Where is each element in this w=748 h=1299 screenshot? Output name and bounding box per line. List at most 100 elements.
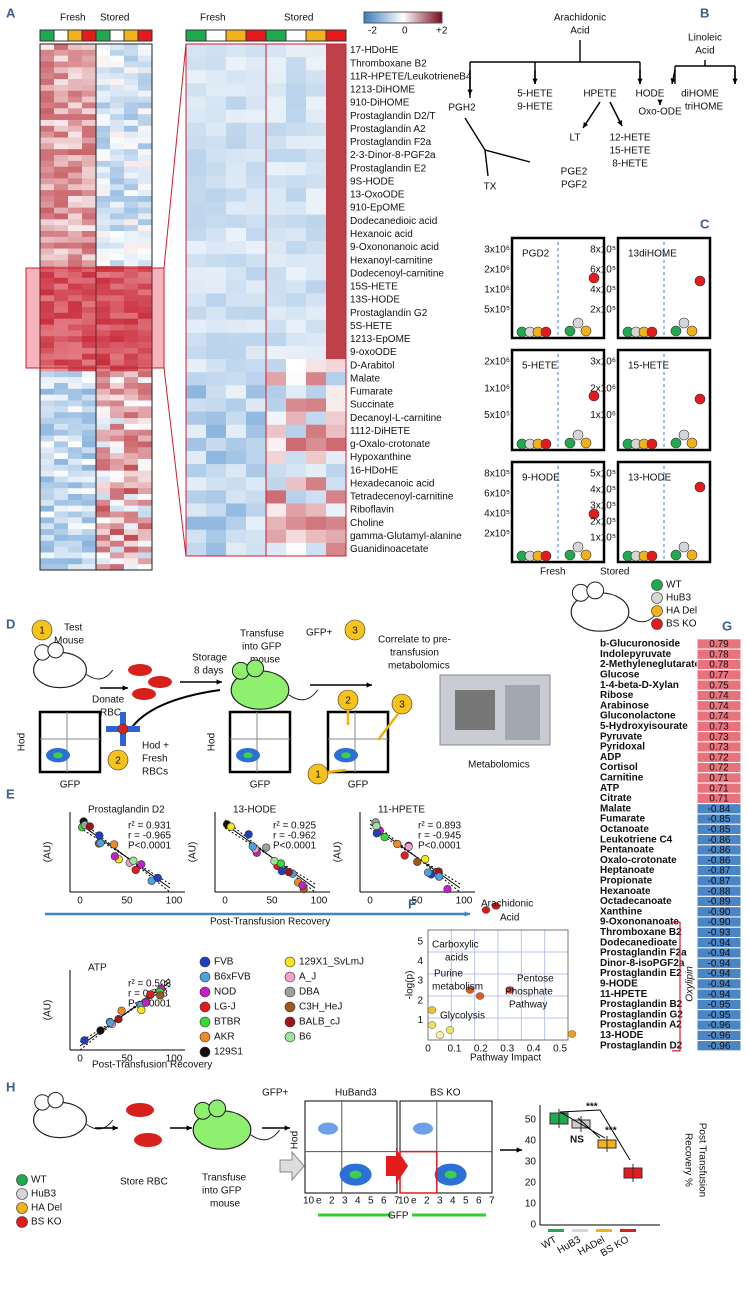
- axis-label: GFP: [250, 780, 271, 791]
- arrow-head: [112, 1125, 118, 1131]
- stat: r² = 0.508: [128, 979, 172, 990]
- heat-cell: [96, 453, 111, 460]
- heat-cell: [306, 516, 327, 531]
- plot-frame: [427, 929, 569, 1041]
- heat-cell: [96, 447, 111, 454]
- heat-cell: [82, 219, 97, 226]
- metabolite-label: Hypoxanthine: [350, 452, 412, 463]
- heat-cell: [206, 372, 227, 386]
- heat-cell: [206, 529, 227, 544]
- heat-cell: [286, 149, 307, 163]
- stat: r² = 0.925: [273, 821, 317, 832]
- heat-cell: [110, 552, 125, 559]
- heat-cell: [96, 558, 111, 565]
- axis-label: Pathway Impact: [470, 1053, 541, 1064]
- heat-cell: [68, 49, 83, 57]
- heat-cell: [138, 534, 153, 542]
- pathway-label: Arachidonic: [481, 899, 533, 910]
- heat-cell: [186, 490, 207, 504]
- heat-cell: [82, 382, 97, 390]
- heat-cell: [326, 437, 347, 452]
- heat-cell: [68, 464, 83, 472]
- heat-cell: [40, 242, 55, 250]
- heat-cell: [96, 464, 111, 472]
- row-label: Dinor-8-isoPGF2a: [600, 958, 685, 969]
- heat-cell: [68, 499, 83, 507]
- heat-cell: [54, 301, 69, 308]
- heat-cell: [186, 149, 207, 163]
- heat-cell: [206, 162, 227, 176]
- group-strip: [305, 29, 327, 42]
- heat-cell: [82, 231, 97, 238]
- heat-cell: [138, 458, 153, 466]
- heat-cell: [266, 398, 287, 413]
- legend-label: BS KO: [31, 1217, 62, 1228]
- heat-cell: [124, 388, 139, 396]
- heat-cell: [138, 61, 153, 68]
- heat-cell: [110, 160, 125, 168]
- heat-cell: [110, 564, 125, 571]
- heat-cell: [82, 365, 97, 372]
- heat-cell: [54, 324, 69, 331]
- heat-cell: [96, 108, 111, 115]
- heat-cell: [54, 90, 69, 98]
- pathway-node: Linoleic: [688, 33, 722, 44]
- heat-cell: [54, 499, 69, 507]
- heat-cell: [82, 242, 97, 250]
- panel-letter: C: [700, 216, 710, 231]
- heat-cell: [326, 464, 347, 478]
- heat-cell: [186, 254, 207, 268]
- point: [445, 1026, 455, 1034]
- metabolite-label: 13-OxoODE: [350, 190, 405, 201]
- heat-cell: [68, 219, 83, 226]
- value-label: -0.96: [708, 1020, 731, 1031]
- heat-cell: [138, 266, 153, 273]
- heat-cell: [68, 517, 83, 524]
- metabolite-label: 16-HDoHE: [350, 465, 399, 476]
- heat-cell: [326, 372, 347, 386]
- heat-cell: [68, 423, 83, 431]
- y-tick-label: 2: [417, 995, 423, 1006]
- heat-cell: [96, 470, 111, 477]
- heat-cell: [68, 108, 83, 115]
- row-label: Cortisol: [600, 762, 638, 773]
- heat-cell: [54, 488, 69, 495]
- heat-cell: [68, 347, 83, 355]
- heat-cell: [82, 213, 97, 220]
- legend-swatch: [284, 986, 296, 998]
- heat-cell: [96, 114, 111, 121]
- y-tick-label: 10: [525, 1199, 537, 1210]
- heat-cell: [96, 529, 111, 536]
- heat-cell: [226, 175, 247, 189]
- row-label: Pentanoate: [600, 845, 654, 856]
- heat-cell: [96, 102, 111, 109]
- heat-cell: [124, 418, 139, 425]
- heat-cell: [266, 122, 287, 137]
- panel-letter: B: [700, 5, 709, 20]
- row-label: Ribose: [600, 690, 634, 701]
- heat-cell: [110, 96, 125, 103]
- flow-tick: 6: [381, 1196, 387, 1207]
- heat-cell: [96, 61, 111, 68]
- heat-cell: [96, 236, 111, 244]
- axis-label: Hod: [290, 1131, 301, 1149]
- heat-cell: [110, 195, 125, 203]
- heat-cell: [110, 143, 125, 150]
- heat-cell: [96, 96, 111, 103]
- point: [694, 275, 706, 287]
- heat-cell: [186, 188, 207, 203]
- heat-cell: [326, 240, 347, 255]
- heat-cell: [306, 542, 327, 557]
- legend-label: FVB: [214, 957, 234, 968]
- flow-plot: [326, 710, 390, 774]
- heat-cell: [138, 307, 153, 314]
- heat-cell: [82, 330, 97, 337]
- heat-cell: [54, 353, 69, 361]
- heat-cell: [68, 248, 83, 255]
- heat-cell: [68, 149, 83, 156]
- y-tick-label: 40: [525, 1136, 537, 1147]
- heat-cell: [138, 131, 153, 139]
- point: [129, 856, 138, 865]
- heat-cell: [246, 293, 267, 308]
- heat-cell: [306, 175, 327, 189]
